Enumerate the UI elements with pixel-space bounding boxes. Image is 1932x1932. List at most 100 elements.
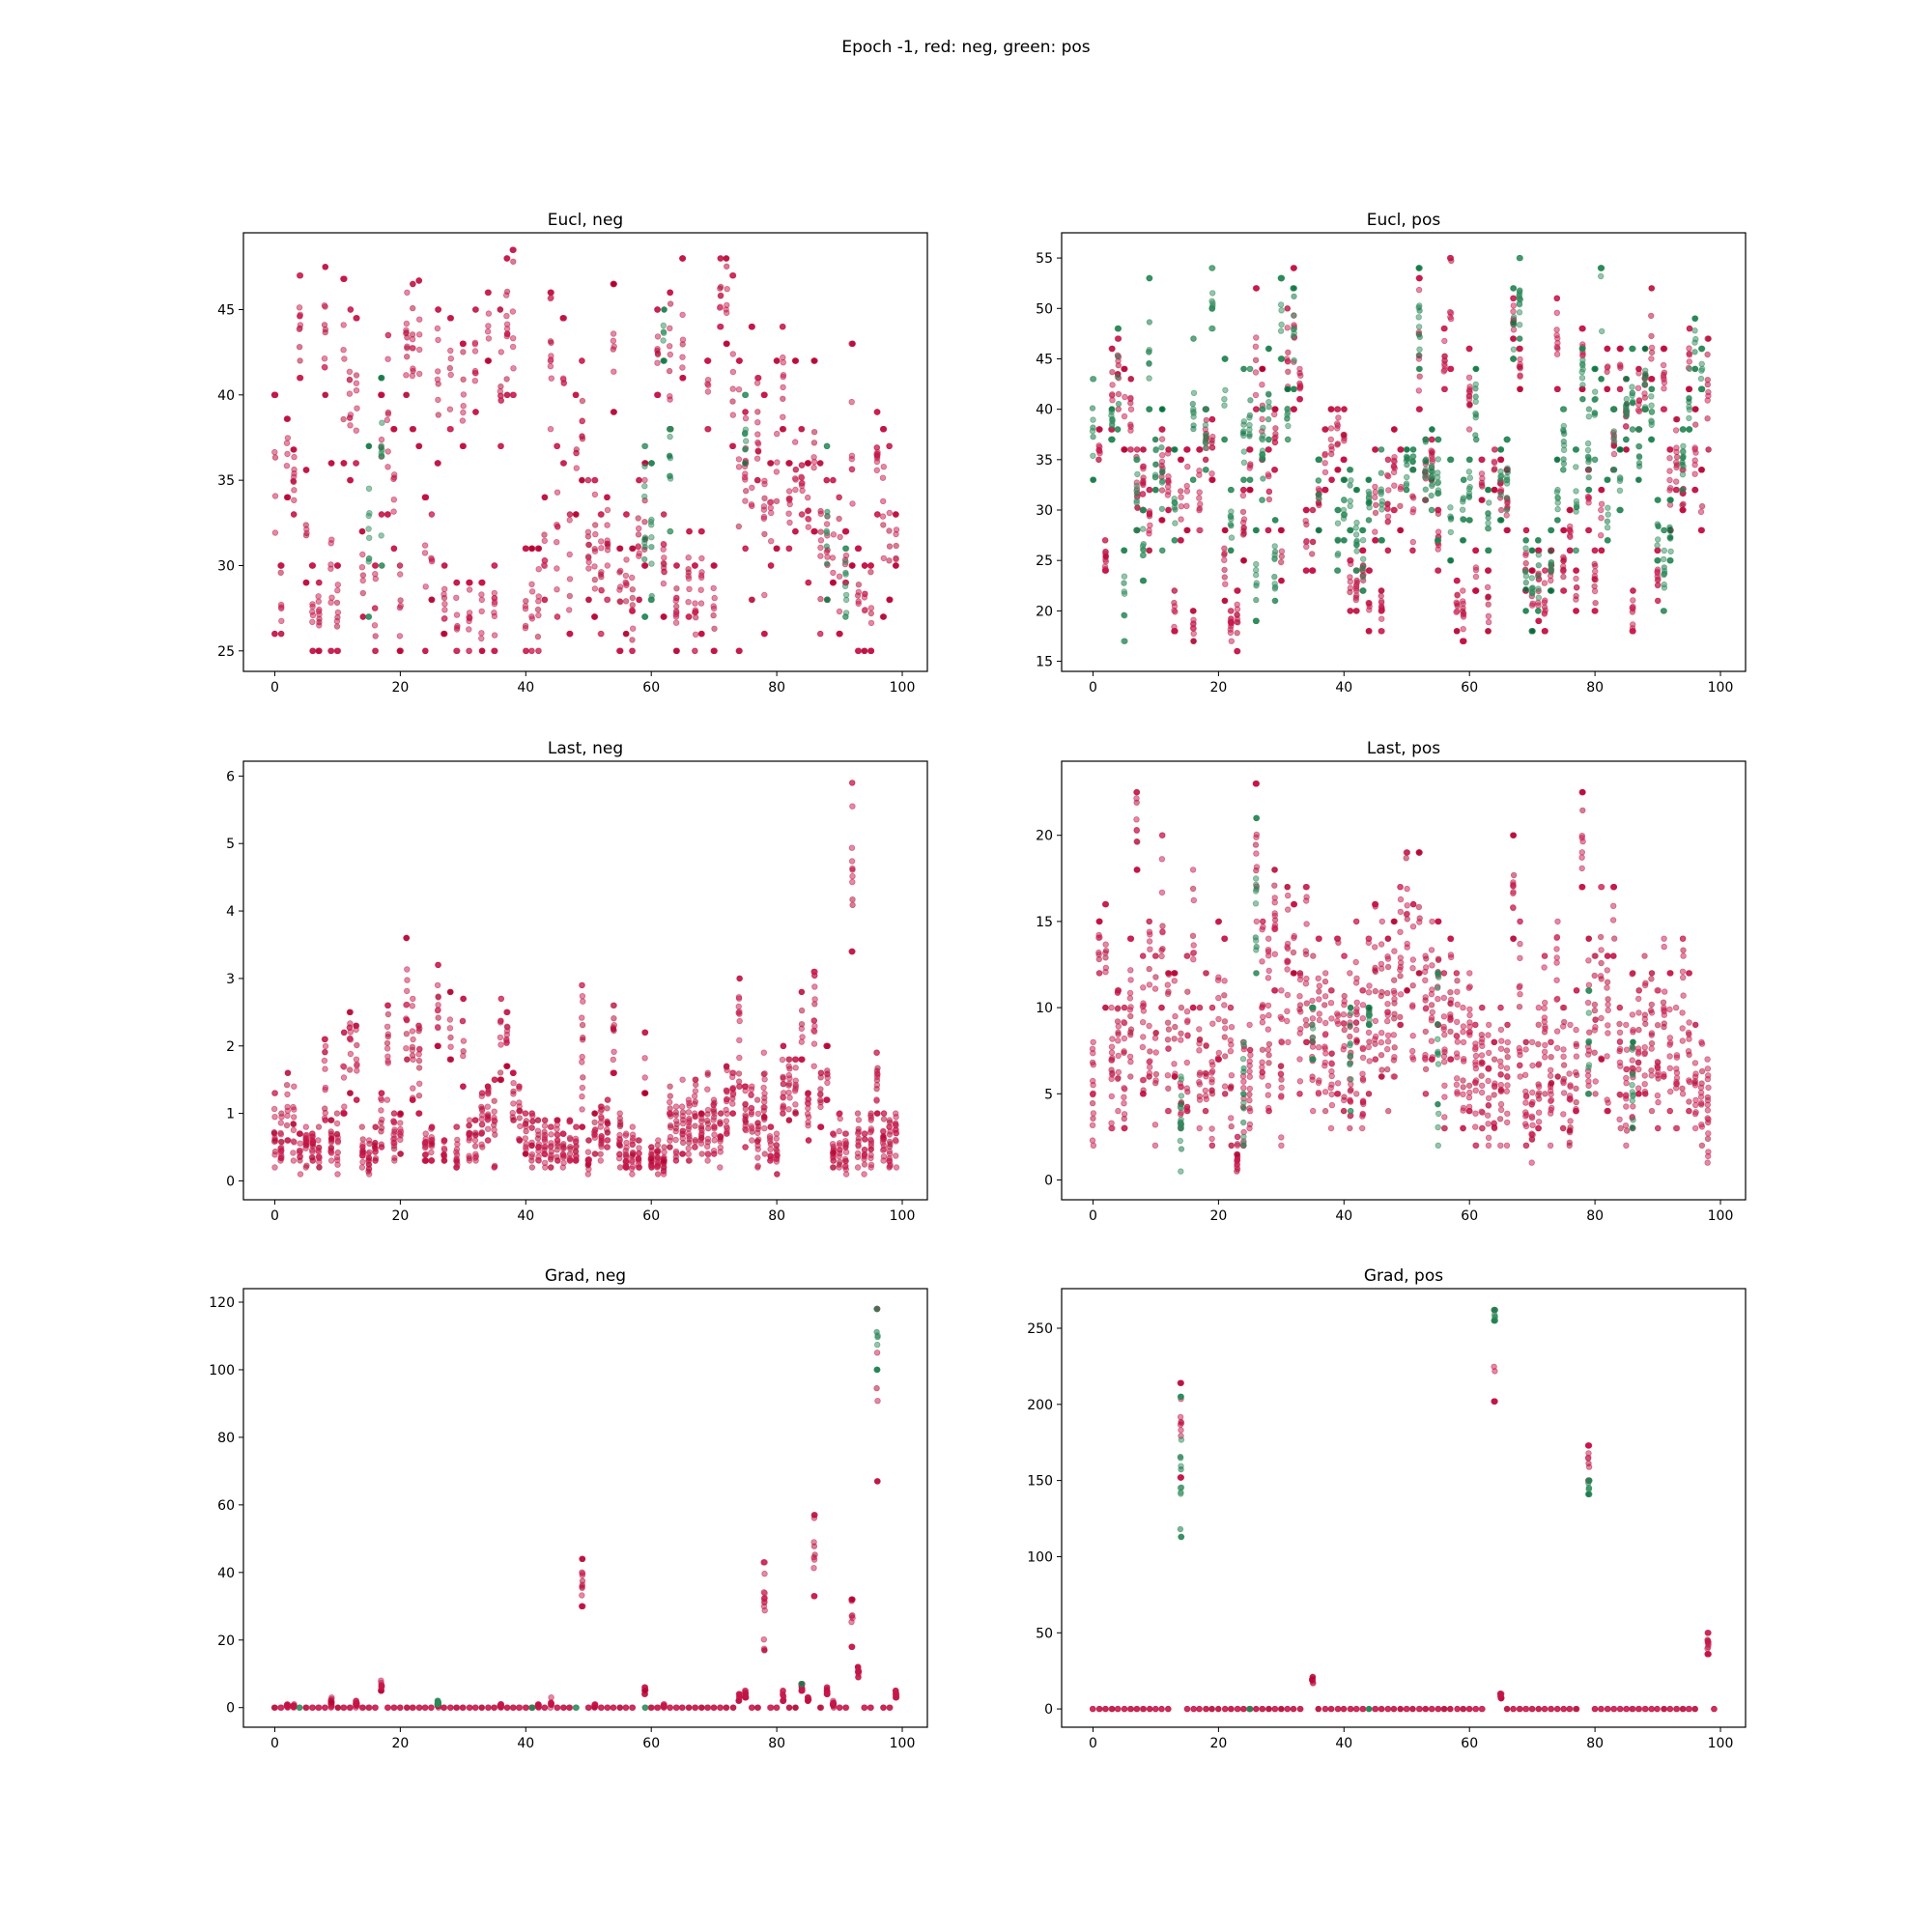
data-point bbox=[1372, 509, 1379, 517]
data-point bbox=[333, 1130, 341, 1137]
data-point bbox=[1661, 345, 1667, 353]
data-point bbox=[384, 1096, 391, 1103]
y-tick-label: 55 bbox=[1036, 251, 1053, 267]
data-point bbox=[1698, 360, 1705, 367]
data-point bbox=[1190, 608, 1197, 614]
data-point bbox=[1666, 524, 1673, 530]
data-point bbox=[1460, 476, 1467, 483]
data-point bbox=[485, 1125, 492, 1132]
data-point bbox=[1698, 365, 1706, 373]
data-point bbox=[340, 1074, 348, 1081]
data-point bbox=[434, 1042, 441, 1049]
data-point bbox=[1579, 396, 1586, 403]
data-point bbox=[341, 1103, 348, 1110]
y-tick-label: 20 bbox=[1036, 604, 1053, 619]
data-point bbox=[441, 601, 448, 608]
data-point bbox=[529, 1118, 536, 1124]
data-point bbox=[1353, 608, 1360, 614]
data-point bbox=[560, 460, 567, 467]
data-point bbox=[1378, 497, 1385, 504]
data-point bbox=[1291, 285, 1298, 292]
data-point bbox=[880, 554, 887, 562]
data-point bbox=[1115, 390, 1122, 398]
data-point bbox=[855, 588, 862, 596]
data-point bbox=[1378, 491, 1384, 497]
data-point bbox=[1559, 587, 1567, 594]
data-point bbox=[291, 1106, 298, 1113]
data-point bbox=[1227, 547, 1235, 554]
data-point bbox=[340, 415, 347, 423]
data-point bbox=[1347, 588, 1353, 596]
data-point bbox=[478, 630, 485, 637]
data-point bbox=[641, 442, 649, 449]
data-point bbox=[1253, 526, 1260, 534]
data-point bbox=[554, 613, 560, 620]
data-point bbox=[354, 405, 360, 412]
data-point bbox=[523, 1118, 529, 1124]
data-point bbox=[434, 460, 441, 467]
data-point bbox=[604, 506, 611, 514]
data-point bbox=[302, 522, 309, 528]
data-point bbox=[1667, 497, 1674, 503]
data-point bbox=[441, 562, 448, 569]
data-point bbox=[1239, 508, 1247, 516]
data-point bbox=[297, 1157, 303, 1164]
data-point bbox=[1272, 517, 1279, 524]
data-point bbox=[403, 1044, 410, 1052]
y-tick-label: 35 bbox=[1036, 453, 1053, 469]
data-point bbox=[1460, 516, 1466, 523]
data-point bbox=[572, 1148, 580, 1155]
data-point bbox=[547, 1143, 554, 1151]
data-point bbox=[855, 545, 862, 552]
data-point bbox=[1654, 536, 1662, 543]
data-point bbox=[579, 1093, 585, 1100]
data-point bbox=[302, 1135, 309, 1142]
data-point bbox=[1654, 542, 1661, 549]
data-point bbox=[379, 419, 385, 426]
data-point bbox=[1358, 526, 1366, 534]
data-point bbox=[1134, 470, 1141, 478]
data-point bbox=[1347, 526, 1354, 534]
data-point bbox=[1140, 479, 1147, 486]
data-point bbox=[660, 357, 668, 364]
data-point bbox=[353, 427, 359, 434]
data-point bbox=[485, 1089, 492, 1096]
data-point bbox=[497, 442, 504, 449]
data-point bbox=[1277, 274, 1285, 282]
data-point bbox=[1347, 608, 1354, 614]
data-point bbox=[535, 1148, 542, 1154]
data-point bbox=[1208, 290, 1216, 297]
data-point bbox=[1691, 421, 1699, 428]
data-point bbox=[1133, 497, 1140, 504]
data-point bbox=[1291, 265, 1297, 271]
data-point bbox=[849, 562, 856, 569]
data-point bbox=[1503, 436, 1511, 443]
data-point bbox=[1661, 376, 1667, 383]
data-point bbox=[1327, 436, 1334, 443]
data-point bbox=[623, 1139, 630, 1147]
data-point bbox=[867, 619, 875, 627]
data-point bbox=[1485, 567, 1492, 574]
data-point bbox=[1228, 523, 1235, 529]
data-point bbox=[1327, 425, 1335, 432]
data-point bbox=[1510, 335, 1517, 342]
data-point bbox=[284, 1103, 291, 1111]
data-point bbox=[378, 1094, 384, 1102]
data-point bbox=[1378, 615, 1385, 622]
data-point bbox=[509, 308, 517, 315]
data-point bbox=[1151, 486, 1159, 494]
data-point bbox=[1454, 577, 1461, 584]
data-point bbox=[1190, 408, 1197, 415]
data-point bbox=[1434, 480, 1441, 487]
data-point bbox=[404, 966, 411, 973]
data-point bbox=[584, 1162, 591, 1169]
data-point bbox=[1384, 547, 1391, 554]
data-point bbox=[1610, 434, 1618, 440]
data-point bbox=[1623, 446, 1630, 453]
x-tick-label: 40 bbox=[1335, 680, 1352, 696]
x-tick-label: 100 bbox=[1708, 680, 1734, 696]
data-point bbox=[1348, 477, 1354, 484]
data-point bbox=[390, 545, 397, 552]
data-point bbox=[535, 611, 542, 619]
data-point bbox=[446, 1025, 454, 1032]
